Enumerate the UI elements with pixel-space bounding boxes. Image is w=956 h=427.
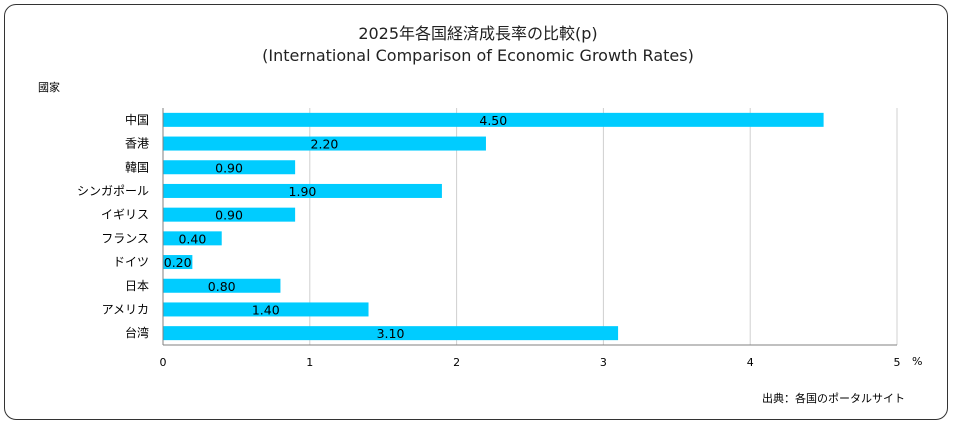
- category-label: 日本: [125, 279, 149, 293]
- bar: [163, 255, 193, 270]
- data-label: 0.80: [208, 279, 236, 294]
- chart-frame: [4, 4, 948, 420]
- data-label: 1.40: [252, 302, 280, 317]
- x-tick-label: 2: [453, 356, 460, 369]
- category-label: フランス: [101, 231, 149, 245]
- bar: [163, 231, 222, 246]
- data-label: 0.20: [164, 255, 192, 270]
- chart-title: 2025年各国経済成長率の比較(p): [358, 24, 598, 43]
- chart-subtitle: (International Comparison of Economic Gr…: [262, 46, 694, 65]
- bar: [163, 112, 824, 127]
- x-tick-label: 3: [600, 356, 607, 369]
- data-label: 2.20: [311, 137, 339, 152]
- bar: [163, 207, 296, 222]
- category-label: 台湾: [125, 325, 149, 340]
- bar: [163, 160, 296, 175]
- bar: [163, 278, 281, 293]
- data-label: 0.90: [215, 208, 243, 223]
- data-label: 4.50: [479, 113, 507, 128]
- bar: [163, 183, 442, 198]
- x-axis-unit: %: [912, 355, 923, 368]
- category-label: 韓国: [125, 160, 149, 174]
- data-label: 0.90: [215, 160, 243, 175]
- x-tick-label: 5: [894, 356, 901, 369]
- category-label: 中国: [125, 112, 149, 127]
- category-label: アメリカ: [102, 302, 149, 316]
- x-tick-label: 1: [306, 356, 313, 369]
- x-tick-label: 0: [160, 356, 167, 369]
- bar: [163, 136, 486, 151]
- bar: [163, 302, 369, 317]
- data-label: 3.10: [377, 326, 405, 341]
- bar: [163, 326, 619, 341]
- category-label: 香港: [125, 137, 149, 151]
- data-label: 0.40: [178, 231, 206, 246]
- category-label: イギリス: [101, 208, 149, 222]
- category-label: ドイツ: [113, 255, 149, 269]
- source-note: 出典：各国のポータルサイト: [762, 392, 905, 405]
- x-tick-label: 4: [747, 356, 754, 369]
- y-axis-label: 國家: [38, 81, 60, 94]
- data-label: 1.90: [289, 184, 317, 199]
- category-label: シンガポール: [77, 184, 149, 198]
